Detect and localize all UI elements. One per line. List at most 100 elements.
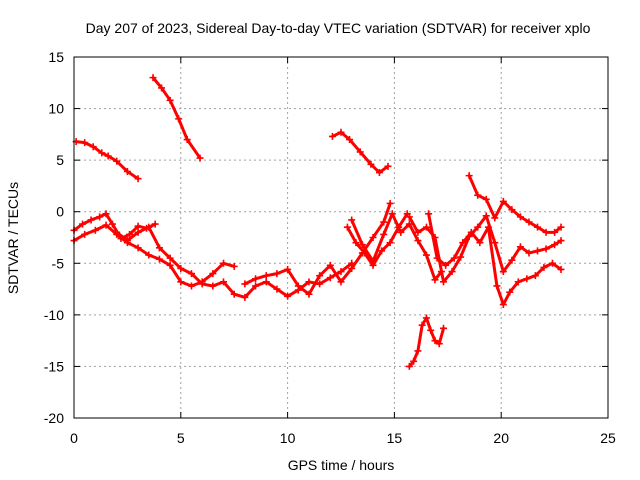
data-point bbox=[534, 223, 542, 231]
data-point bbox=[134, 244, 142, 252]
data-point bbox=[108, 220, 116, 228]
x-tick-label: 5 bbox=[177, 430, 185, 446]
data-point bbox=[220, 259, 228, 267]
data-point bbox=[87, 216, 95, 224]
data-point bbox=[326, 274, 334, 282]
data-point bbox=[284, 265, 292, 273]
series-arc-8 bbox=[348, 210, 445, 284]
data-point bbox=[96, 213, 104, 221]
data-point bbox=[482, 195, 490, 203]
series-arc-9 bbox=[343, 210, 411, 269]
data-point bbox=[102, 221, 110, 229]
series-arc-2 bbox=[72, 138, 142, 183]
axis-ticks: 0 5 10 15 20 25 -20 -15 -10 -5 0 5 10 15 bbox=[44, 49, 616, 446]
data-point bbox=[177, 264, 185, 272]
data-point bbox=[542, 228, 550, 236]
series-arc-1 bbox=[149, 74, 204, 162]
data-point bbox=[414, 347, 422, 355]
data-point bbox=[273, 285, 281, 293]
data-point bbox=[427, 326, 435, 334]
series-arc-12 bbox=[465, 172, 565, 236]
data-point bbox=[326, 261, 334, 269]
data-point bbox=[369, 261, 377, 269]
y-tick-label: 5 bbox=[56, 152, 64, 168]
series-arc-3 bbox=[328, 128, 392, 177]
data-point bbox=[422, 251, 430, 259]
data-point bbox=[145, 251, 153, 259]
data-point bbox=[557, 265, 565, 273]
data-point bbox=[418, 321, 426, 329]
data-point bbox=[551, 228, 559, 236]
y-axis-label: SDTVAR / TECUs bbox=[5, 182, 21, 294]
series-arc-11 bbox=[425, 210, 565, 309]
y-tick-label: 0 bbox=[56, 204, 64, 220]
data-point bbox=[151, 220, 159, 228]
data-point bbox=[220, 278, 228, 286]
y-tick-label: -15 bbox=[44, 358, 64, 374]
data-point bbox=[375, 169, 383, 177]
data-point bbox=[465, 172, 473, 180]
data-point bbox=[175, 115, 183, 123]
data-point bbox=[166, 96, 174, 104]
y-tick-label: -20 bbox=[44, 410, 64, 426]
data-point bbox=[367, 160, 375, 168]
data-point bbox=[405, 362, 413, 370]
data-point bbox=[425, 210, 433, 218]
data-point bbox=[187, 270, 195, 278]
data-point bbox=[98, 149, 106, 157]
data-point bbox=[316, 280, 324, 288]
data-point bbox=[414, 228, 422, 236]
data-point bbox=[348, 216, 356, 224]
data-point bbox=[431, 276, 439, 284]
data-point bbox=[305, 290, 313, 298]
data-series bbox=[70, 74, 565, 370]
series-trace bbox=[72, 223, 236, 288]
data-point bbox=[542, 245, 550, 253]
x-axis-label: GPS time / hours bbox=[288, 457, 395, 473]
x-tick-label: 25 bbox=[600, 430, 616, 446]
data-point bbox=[79, 220, 87, 228]
data-point bbox=[499, 197, 507, 205]
data-point bbox=[183, 136, 191, 144]
data-point bbox=[459, 239, 467, 247]
data-point bbox=[134, 175, 142, 183]
data-point bbox=[431, 337, 439, 345]
data-point bbox=[113, 157, 121, 165]
data-point bbox=[448, 268, 456, 276]
data-point bbox=[241, 293, 249, 301]
data-point bbox=[450, 254, 458, 262]
data-point bbox=[514, 278, 522, 286]
data-point bbox=[482, 212, 490, 220]
data-point bbox=[435, 340, 443, 348]
data-point bbox=[294, 282, 302, 290]
data-point bbox=[252, 282, 260, 290]
data-point bbox=[525, 218, 533, 226]
data-point bbox=[149, 74, 157, 82]
data-point bbox=[104, 152, 112, 160]
data-point bbox=[337, 278, 345, 286]
data-point bbox=[262, 272, 270, 280]
data-point bbox=[516, 243, 524, 251]
data-point bbox=[405, 213, 413, 221]
series-trace bbox=[151, 76, 202, 160]
data-point bbox=[467, 228, 475, 236]
x-tick-label: 0 bbox=[70, 430, 78, 446]
y-tick-label: 15 bbox=[48, 49, 64, 65]
data-point bbox=[474, 191, 482, 199]
data-point bbox=[102, 210, 110, 218]
data-point bbox=[440, 278, 448, 286]
data-point bbox=[440, 324, 448, 332]
data-point bbox=[316, 272, 324, 280]
data-point bbox=[384, 162, 392, 170]
series-arc-7 bbox=[241, 199, 394, 298]
x-tick-label: 10 bbox=[280, 430, 296, 446]
data-point bbox=[134, 222, 142, 230]
data-point bbox=[484, 223, 492, 231]
data-point bbox=[356, 148, 364, 156]
y-tick-label: -5 bbox=[52, 255, 65, 271]
data-point bbox=[380, 230, 388, 238]
data-point bbox=[230, 290, 238, 298]
data-point bbox=[433, 254, 441, 262]
data-point bbox=[155, 255, 163, 263]
